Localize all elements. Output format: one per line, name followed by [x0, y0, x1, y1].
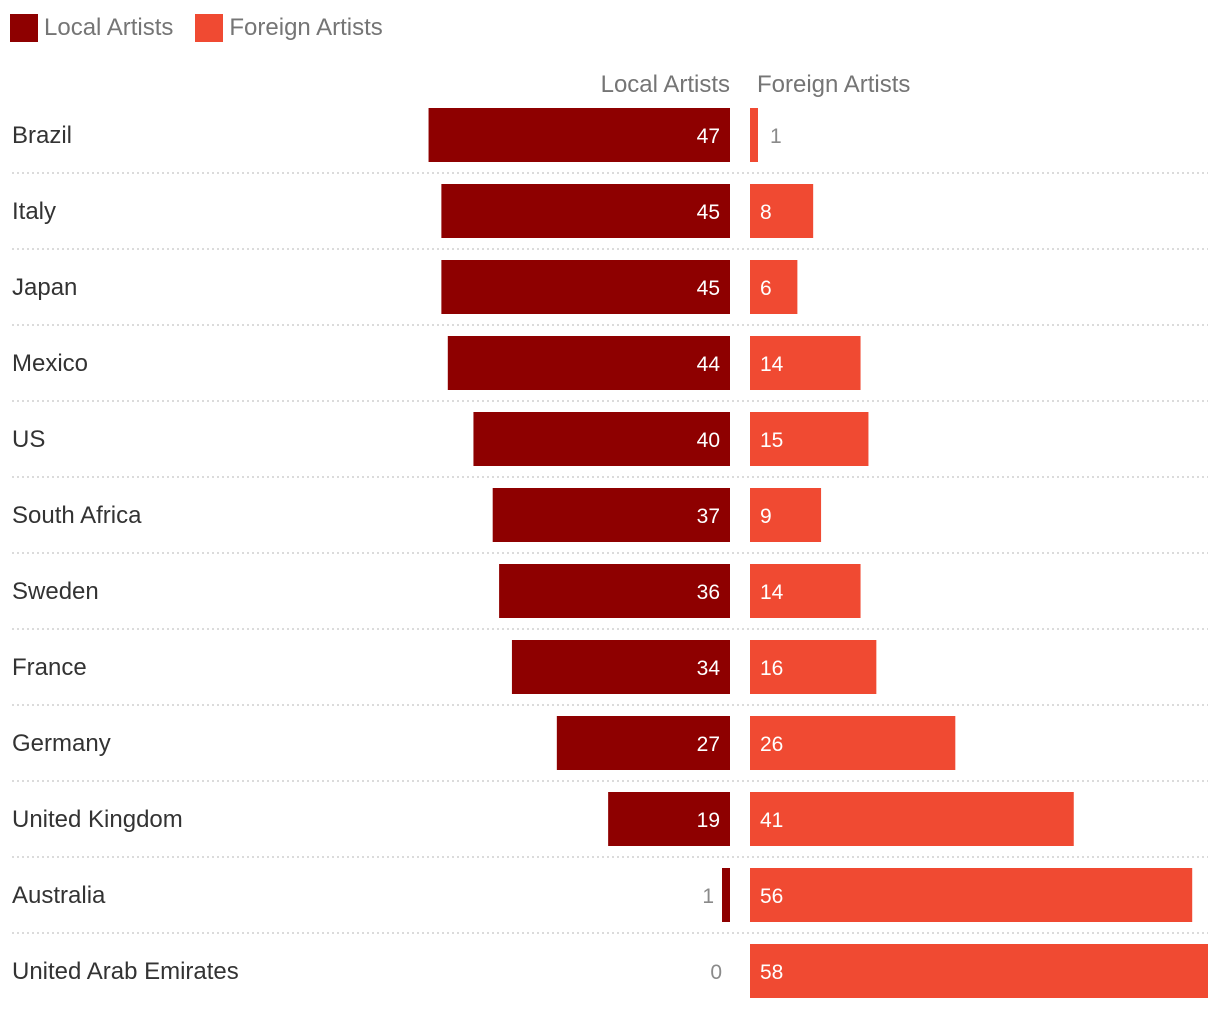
bar-foreign[interactable] [750, 640, 877, 694]
category-label: France [12, 654, 87, 681]
category-label: Italy [12, 198, 56, 225]
bar-foreign[interactable] [750, 868, 1193, 922]
legend-label-foreign: Foreign Artists [229, 14, 383, 41]
bar-foreign[interactable] [750, 488, 822, 542]
legend-label-local: Local Artists [44, 14, 174, 41]
bar-local[interactable] [492, 488, 730, 542]
category-label: Japan [12, 274, 77, 301]
category-label: Germany [12, 730, 111, 757]
category-label: US [12, 426, 45, 453]
value-label-local: 36 [697, 581, 720, 604]
value-label-local: 45 [697, 277, 720, 300]
bar-local[interactable] [722, 868, 730, 922]
bar-foreign[interactable] [750, 716, 956, 770]
bar-foreign[interactable] [750, 260, 798, 314]
column-header-local: Local Artists [601, 71, 730, 98]
value-label-local: 44 [697, 353, 721, 376]
bar-foreign[interactable] [750, 944, 1208, 998]
legend-item-local[interactable]: Local Artists [10, 14, 173, 42]
bar-foreign[interactable] [750, 564, 861, 618]
value-label-local: 1 [702, 885, 714, 908]
value-label-foreign: 15 [760, 429, 783, 452]
bar-local[interactable] [447, 336, 730, 390]
value-label-foreign: 9 [760, 505, 772, 528]
bar-local[interactable] [511, 640, 730, 694]
value-label-foreign: 26 [760, 733, 783, 756]
category-label: Sweden [12, 578, 99, 605]
value-label-local: 19 [697, 809, 720, 832]
legend-swatch-foreign [195, 14, 224, 42]
bar-foreign[interactable] [750, 336, 861, 390]
bar-local[interactable] [499, 564, 730, 618]
value-label-local: 40 [697, 429, 720, 452]
bar-local[interactable] [473, 412, 730, 466]
category-label: Australia [12, 882, 106, 909]
legend-swatch-local [10, 14, 38, 42]
value-label-local: 47 [697, 125, 720, 148]
value-label-local: 34 [697, 657, 721, 680]
value-label-local: 45 [697, 201, 720, 224]
bar-foreign[interactable] [750, 412, 869, 466]
value-label-foreign: 6 [760, 277, 772, 300]
value-label-foreign: 8 [760, 201, 772, 224]
bar-local[interactable] [428, 108, 730, 162]
category-label: South Africa [12, 502, 142, 529]
category-label: United Kingdom [12, 806, 183, 833]
bar-local[interactable] [441, 260, 730, 314]
value-label-local: 27 [697, 733, 720, 756]
value-label-local: 0 [710, 961, 722, 984]
bar-foreign[interactable] [750, 184, 814, 238]
bar-local[interactable] [441, 184, 730, 238]
value-label-foreign: 58 [760, 961, 783, 984]
legend: Local Artists Foreign Artists [10, 12, 405, 44]
category-label: United Arab Emirates [12, 958, 239, 985]
legend-item-foreign[interactable]: Foreign Artists [195, 14, 383, 42]
value-label-foreign: 41 [760, 809, 783, 832]
bar-foreign[interactable] [750, 108, 758, 162]
value-label-foreign: 1 [770, 125, 782, 148]
value-label-foreign: 16 [760, 657, 783, 680]
value-label-foreign: 14 [760, 581, 784, 604]
category-label: Mexico [12, 350, 88, 377]
bar-foreign[interactable] [750, 792, 1074, 846]
value-label-local: 37 [697, 505, 720, 528]
value-label-foreign: 14 [760, 353, 784, 376]
value-label-foreign: 56 [760, 885, 783, 908]
column-header-foreign: Foreign Artists [757, 71, 910, 98]
category-label: Brazil [12, 122, 72, 149]
bar-local[interactable] [608, 792, 730, 846]
bar-local[interactable] [556, 716, 730, 770]
